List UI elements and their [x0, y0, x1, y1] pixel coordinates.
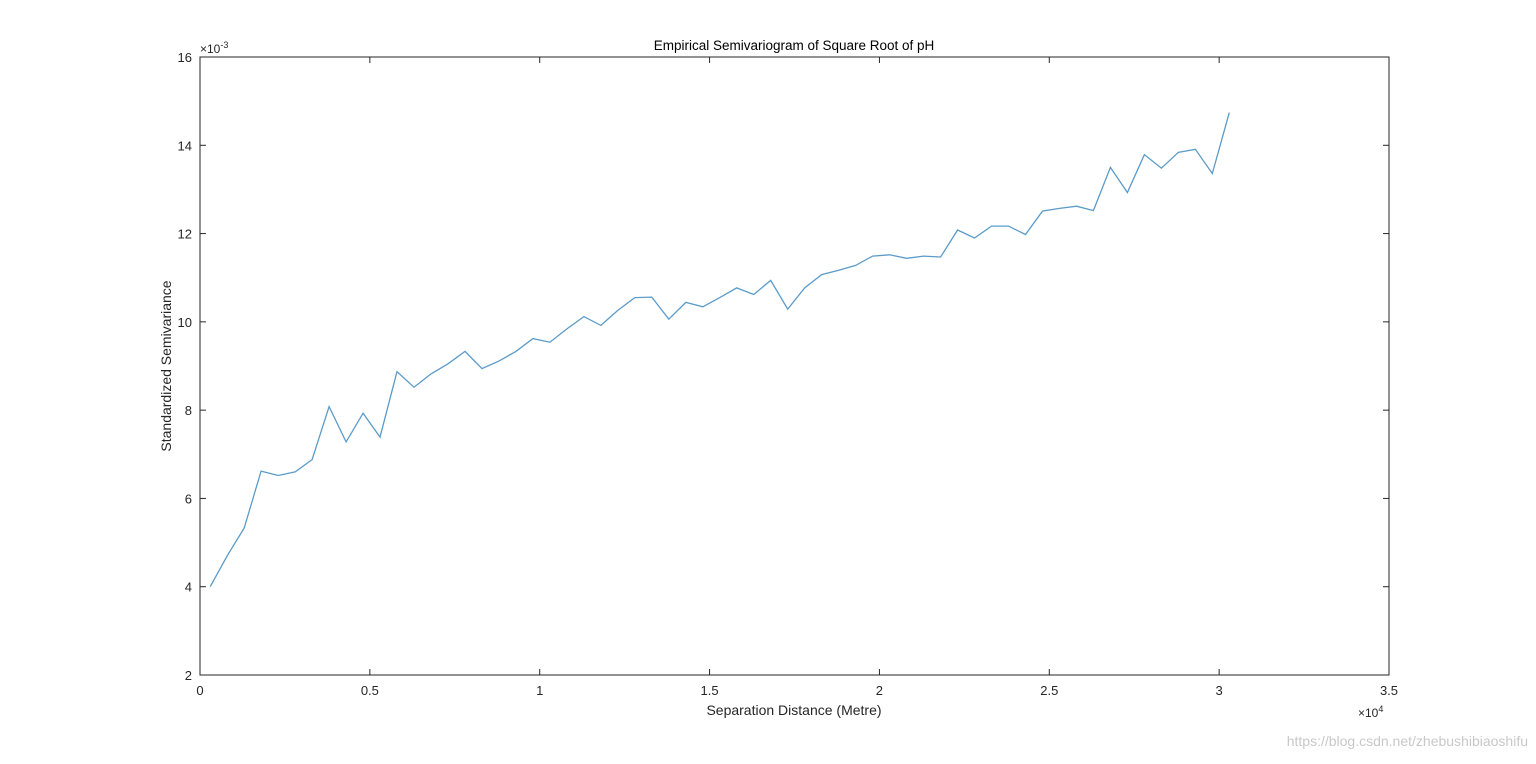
y-tick-label: 2 [185, 668, 192, 683]
y-tick-label: 8 [185, 403, 192, 418]
x-axis-title: Separation Distance (Metre) [706, 702, 881, 718]
x-tick-label: 3 [1216, 683, 1223, 698]
y-axis-ticks: 2 4 6 8 10 12 14 16 [178, 50, 1389, 683]
semivariogram-line [209, 112, 1230, 588]
y-tick-label: 6 [185, 491, 192, 506]
chart-title: Empirical Semivariogram of Square Root o… [654, 38, 935, 53]
y-tick-label: 12 [178, 227, 192, 242]
x-tick-label: 2 [876, 683, 883, 698]
x-tick-label: 1.5 [701, 683, 719, 698]
watermark-url: https://blog.csdn.net/zhebushibiaoshifu [1287, 733, 1528, 749]
x-tick-label: 3.5 [1380, 683, 1398, 698]
y-tick-label: 14 [178, 138, 192, 153]
x-tick-label: 1 [536, 683, 543, 698]
y-tick-label: 4 [185, 580, 192, 595]
y-axis-title: Standardized Semivariance [158, 280, 174, 451]
y-tick-label: 10 [178, 315, 192, 330]
x-tick-label: 2.5 [1040, 683, 1058, 698]
x-exponent-label: ×104 [1358, 704, 1383, 720]
y-tick-label: 16 [178, 50, 192, 65]
y-exponent-label: ×10-3 [200, 40, 228, 56]
x-tick-label: 0 [196, 683, 203, 698]
axes-box [199, 56, 1390, 676]
plot-area [200, 57, 1389, 675]
x-tick-label: 0.5 [361, 683, 379, 698]
x-axis-ticks: 0 0.5 1 1.5 2 2.5 3 3.5 [196, 57, 1398, 698]
